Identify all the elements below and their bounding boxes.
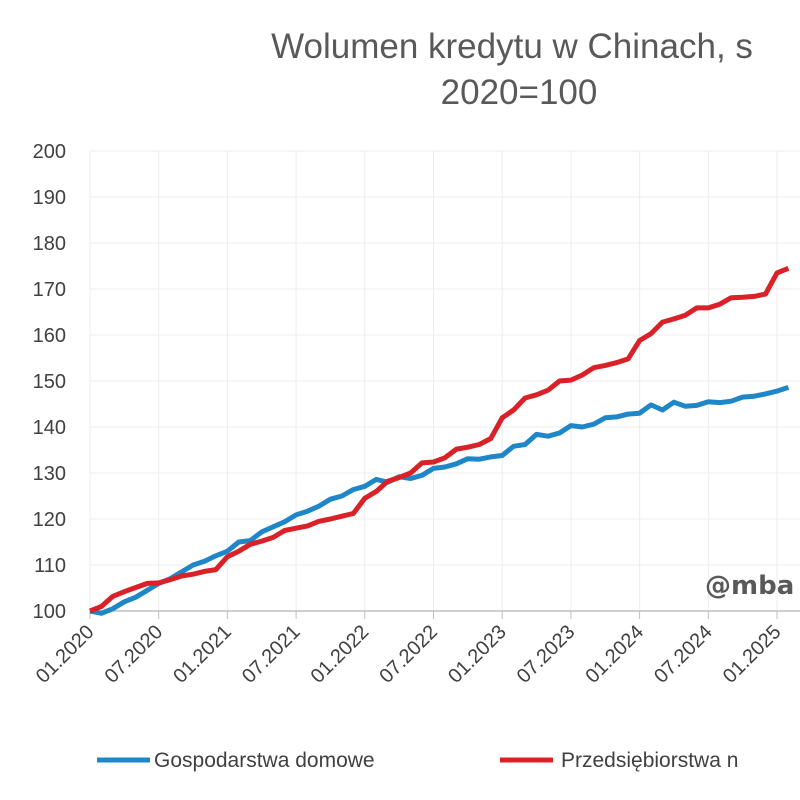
y-tick-label: 120 bbox=[33, 509, 66, 531]
x-tick-label: 01.2023 bbox=[444, 621, 511, 688]
x-tick-label: 01.2025 bbox=[719, 621, 786, 688]
legend: Gospodarstwa domowe Przedsiębiorstwa n bbox=[97, 749, 738, 772]
y-tick-label: 150 bbox=[33, 371, 66, 393]
y-tick-label: 100 bbox=[33, 601, 66, 623]
x-tick-label: 01.2021 bbox=[169, 621, 236, 688]
x-tick-label: 01.2024 bbox=[581, 621, 648, 688]
x-tick-label: 07.2020 bbox=[101, 621, 168, 688]
legend-label-households: Gospodarstwa domowe bbox=[154, 749, 375, 772]
x-tick-label: 07.2021 bbox=[238, 621, 305, 688]
y-tick-label: 200 bbox=[33, 141, 66, 163]
legend-label-enterprises: Przedsiębiorstwa n bbox=[561, 749, 738, 772]
y-tick-label: 160 bbox=[33, 325, 66, 347]
y-tick-label: 130 bbox=[33, 463, 66, 485]
chart-title: Wolumen kredytu w Chinach, s bbox=[271, 27, 753, 66]
y-tick-label: 110 bbox=[34, 555, 66, 577]
x-tick-label: 01.2020 bbox=[32, 621, 99, 688]
y-tick-label: 140 bbox=[33, 417, 66, 439]
y-tick-label: 180 bbox=[33, 233, 66, 255]
series-lines bbox=[89, 265, 790, 616]
x-tick-label: 07.2023 bbox=[513, 621, 580, 688]
x-axis-ticks: 01.2020 07.2020 01.2021 07.2021 01.2022 07.20… bbox=[32, 611, 786, 688]
watermark: @mba bbox=[705, 571, 794, 601]
gridlines bbox=[89, 150, 800, 611]
x-tick-label: 07.2022 bbox=[375, 621, 442, 688]
series-line-households bbox=[89, 385, 790, 616]
x-tick-label: 07.2024 bbox=[650, 621, 717, 688]
y-axis-ticks: 100 110 120 130 140 150 160 170 180 190 200 bbox=[33, 141, 66, 623]
x-tick-label: 01.2022 bbox=[307, 621, 374, 688]
y-tick-label: 190 bbox=[33, 187, 66, 209]
series-line-enterprises bbox=[89, 265, 790, 614]
y-tick-label: 170 bbox=[33, 279, 66, 301]
chart-subtitle: 2020=100 bbox=[441, 73, 598, 112]
